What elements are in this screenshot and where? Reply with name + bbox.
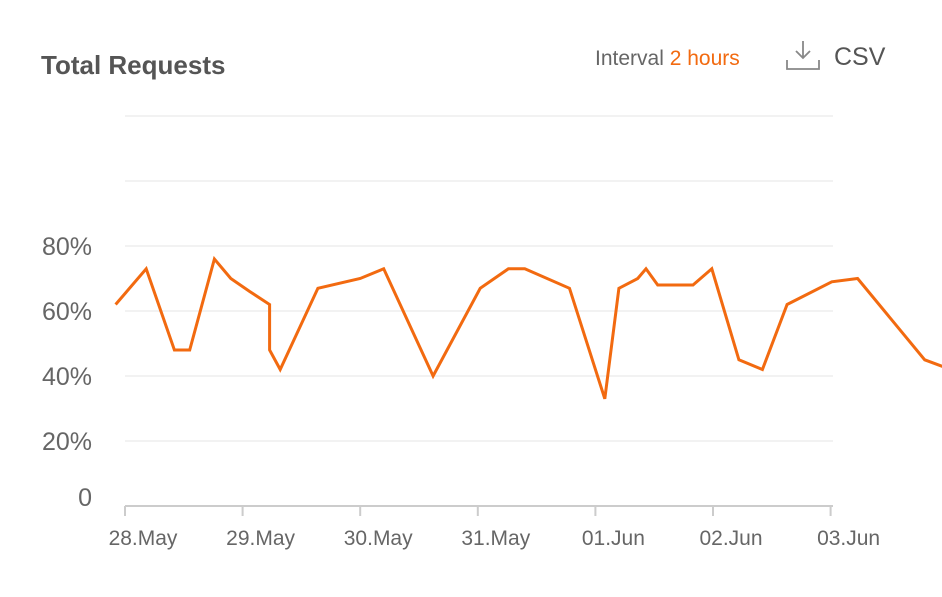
chart-title: Total Requests (41, 50, 226, 80)
csv-label: CSV (834, 43, 886, 71)
x-axis-ticks: 28.May 29.May 30.May 31.May 01.Jun 02.Jun 03.J… (109, 527, 881, 550)
series-line (114, 255, 942, 400)
interval-control[interactable]: Interval 2 hours (595, 47, 740, 71)
y-tick-label: 0 (78, 484, 92, 512)
y-tick-label: 80% (42, 233, 92, 261)
x-tick-label: 30.May (344, 527, 413, 550)
download-icon (784, 38, 822, 77)
grid-lines (125, 115, 833, 442)
y-tick-label: 20% (42, 428, 92, 456)
x-tick-label: 29.May (226, 527, 295, 550)
interval-value[interactable]: 2 hours (669, 47, 740, 70)
y-tick-label: 40% (42, 363, 92, 391)
csv-download-button[interactable]: CSV (784, 38, 885, 77)
x-tick-label: 28.May (109, 527, 178, 550)
x-tick-label: 31.May (461, 527, 530, 550)
x-tick-label: 01.Jun (582, 527, 645, 550)
x-axis (124, 505, 833, 516)
x-tick-label: 03.Jun (817, 527, 880, 550)
x-tick-label: 02.Jun (699, 527, 762, 550)
y-tick-label: 60% (42, 298, 92, 326)
interval-label: Interval (595, 47, 664, 70)
series-layer (114, 255, 942, 400)
y-axis-ticks: 0 20% 40% 60% 80% (42, 233, 92, 512)
